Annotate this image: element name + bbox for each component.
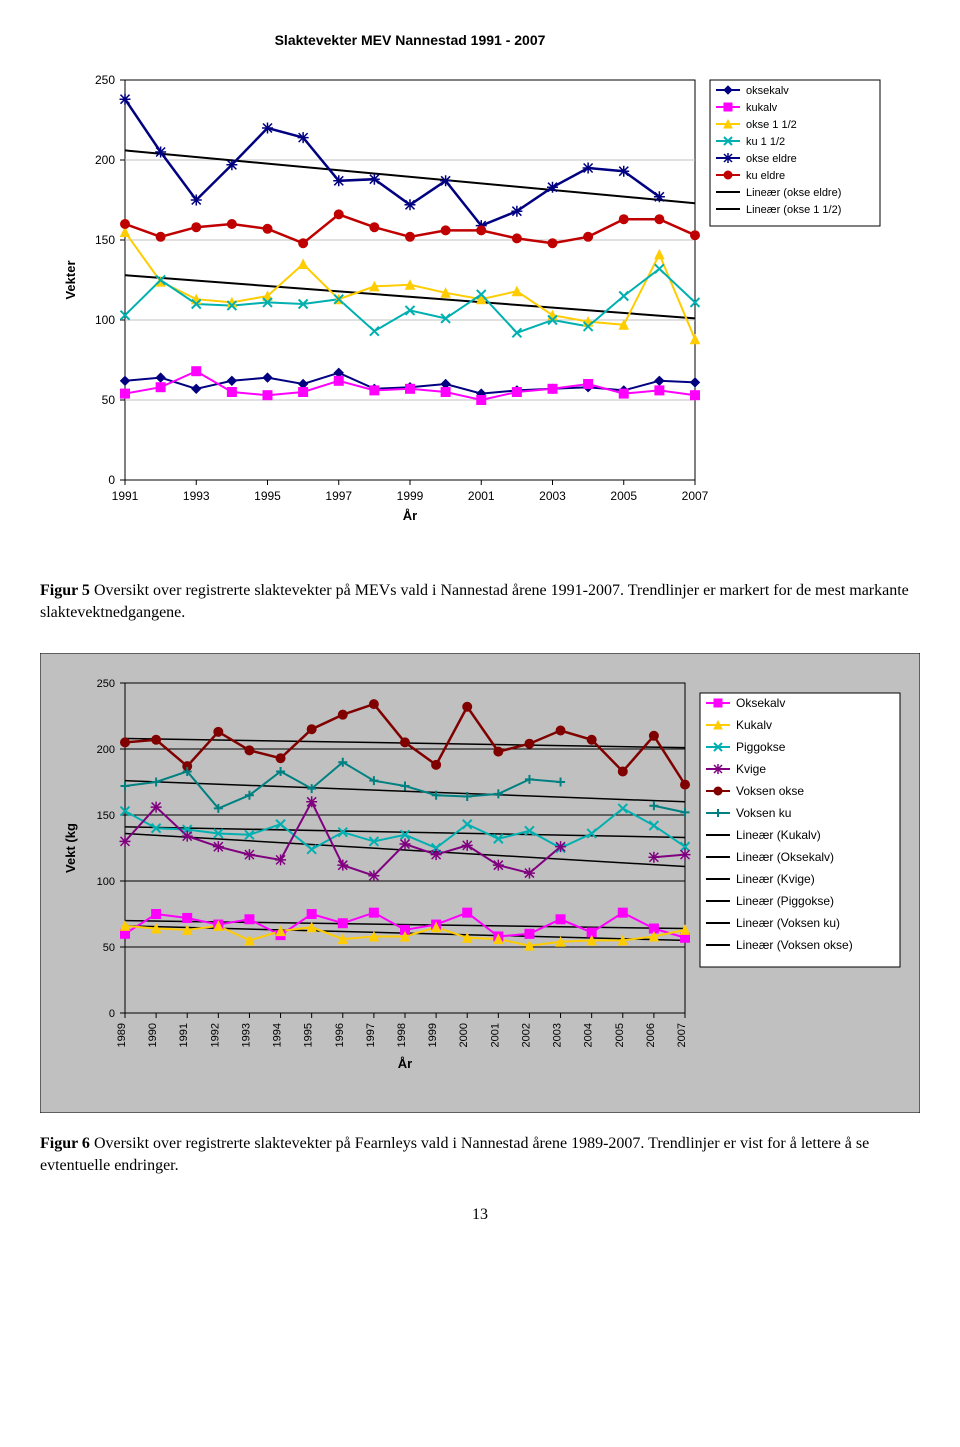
svg-text:200: 200 xyxy=(97,744,115,756)
svg-text:100: 100 xyxy=(97,876,115,888)
svg-text:Voksen okse: Voksen okse xyxy=(736,784,804,798)
svg-text:Oksekalv: Oksekalv xyxy=(736,696,785,710)
svg-text:Kvige: Kvige xyxy=(736,762,766,776)
svg-text:kukalv: kukalv xyxy=(746,102,778,114)
svg-text:1999: 1999 xyxy=(427,1023,439,1047)
svg-text:1992: 1992 xyxy=(209,1023,221,1047)
svg-text:Lineær (Oksekalv): Lineær (Oksekalv) xyxy=(736,850,834,864)
svg-text:2003: 2003 xyxy=(552,1023,564,1047)
svg-text:200: 200 xyxy=(95,153,115,167)
svg-text:Vekter: Vekter xyxy=(63,260,78,299)
caption-figur-5: Figur 5 Oversikt over registrerte slakte… xyxy=(40,580,920,623)
svg-text:Kukalv: Kukalv xyxy=(736,718,772,732)
svg-text:1989: 1989 xyxy=(116,1023,128,1047)
svg-text:1995: 1995 xyxy=(303,1023,315,1047)
svg-text:100: 100 xyxy=(95,313,115,327)
svg-text:oksekalv: oksekalv xyxy=(746,85,789,97)
svg-text:1997: 1997 xyxy=(365,1023,377,1047)
chart-fearnleys: 0 50 100 150 200 250 1989 1990 1991 1992 1993 1994 1… xyxy=(40,653,920,1113)
chart-mev: 0 50 100 150 200 250 1991 1993 1995 1997 1999 2001 2… xyxy=(40,20,920,560)
caption-bold: Figur 5 xyxy=(40,582,90,599)
svg-text:2007: 2007 xyxy=(682,489,709,503)
svg-text:Lineær (Voksen okse): Lineær (Voksen okse) xyxy=(736,938,853,952)
svg-text:2004: 2004 xyxy=(583,1023,595,1047)
svg-text:0: 0 xyxy=(108,473,115,487)
caption-text: Oversikt over registrerte slaktevekter p… xyxy=(40,582,909,621)
svg-text:År: År xyxy=(398,1056,412,1071)
svg-text:ku 1 1/2: ku 1 1/2 xyxy=(746,136,785,148)
caption-bold: Figur 6 xyxy=(40,1135,90,1152)
svg-text:Lineær (okse 1 1/2): Lineær (okse 1 1/2) xyxy=(746,204,841,216)
svg-text:2005: 2005 xyxy=(614,1023,626,1047)
page-number: 13 xyxy=(40,1206,920,1224)
svg-text:okse eldre: okse eldre xyxy=(746,153,797,165)
caption-text: Oversikt over registrerte slaktevekter p… xyxy=(40,1135,869,1174)
svg-text:250: 250 xyxy=(95,73,115,87)
svg-text:2007: 2007 xyxy=(676,1023,688,1047)
svg-text:1998: 1998 xyxy=(396,1023,408,1047)
svg-text:1994: 1994 xyxy=(272,1023,284,1047)
svg-text:Lineær (Kukalv): Lineær (Kukalv) xyxy=(736,828,821,842)
svg-text:År: År xyxy=(403,508,417,523)
svg-text:1999: 1999 xyxy=(397,489,424,503)
svg-text:250: 250 xyxy=(97,678,115,690)
caption-figur-6: Figur 6 Oversikt over registrerte slakte… xyxy=(40,1133,920,1176)
svg-text:150: 150 xyxy=(95,233,115,247)
svg-text:2000: 2000 xyxy=(458,1023,470,1047)
svg-text:1995: 1995 xyxy=(254,489,281,503)
svg-text:2001: 2001 xyxy=(489,1023,501,1047)
svg-text:okse 1 1/2: okse 1 1/2 xyxy=(746,119,797,131)
svg-text:1991: 1991 xyxy=(178,1023,190,1047)
svg-text:Lineær (Piggokse): Lineær (Piggokse) xyxy=(736,894,834,908)
svg-text:2001: 2001 xyxy=(468,489,495,503)
svg-text:150: 150 xyxy=(97,810,115,822)
svg-text:1993: 1993 xyxy=(183,489,210,503)
svg-text:1997: 1997 xyxy=(325,489,352,503)
svg-text:50: 50 xyxy=(102,393,116,407)
svg-text:1991: 1991 xyxy=(112,489,139,503)
svg-text:1996: 1996 xyxy=(334,1023,346,1047)
svg-text:1990: 1990 xyxy=(147,1023,159,1047)
svg-text:50: 50 xyxy=(103,942,115,954)
svg-text:2002: 2002 xyxy=(520,1023,532,1047)
svg-text:2005: 2005 xyxy=(610,489,637,503)
svg-text:Voksen ku: Voksen ku xyxy=(736,806,791,820)
svg-text:Piggokse: Piggokse xyxy=(736,740,786,754)
svg-text:Vekt (kg: Vekt (kg xyxy=(63,823,78,873)
svg-text:Lineær (Voksen ku): Lineær (Voksen ku) xyxy=(736,916,840,930)
svg-text:Lineær (okse eldre): Lineær (okse eldre) xyxy=(746,187,841,199)
svg-text:2003: 2003 xyxy=(539,489,566,503)
svg-text:ku eldre: ku eldre xyxy=(746,170,785,182)
svg-text:0: 0 xyxy=(109,1008,115,1020)
svg-text:Slaktevekter MEV Nannestad 199: Slaktevekter MEV Nannestad 1991 - 2007 xyxy=(275,32,546,48)
svg-text:2006: 2006 xyxy=(645,1023,657,1047)
svg-text:1993: 1993 xyxy=(240,1023,252,1047)
svg-text:Lineær (Kvige): Lineær (Kvige) xyxy=(736,872,815,886)
